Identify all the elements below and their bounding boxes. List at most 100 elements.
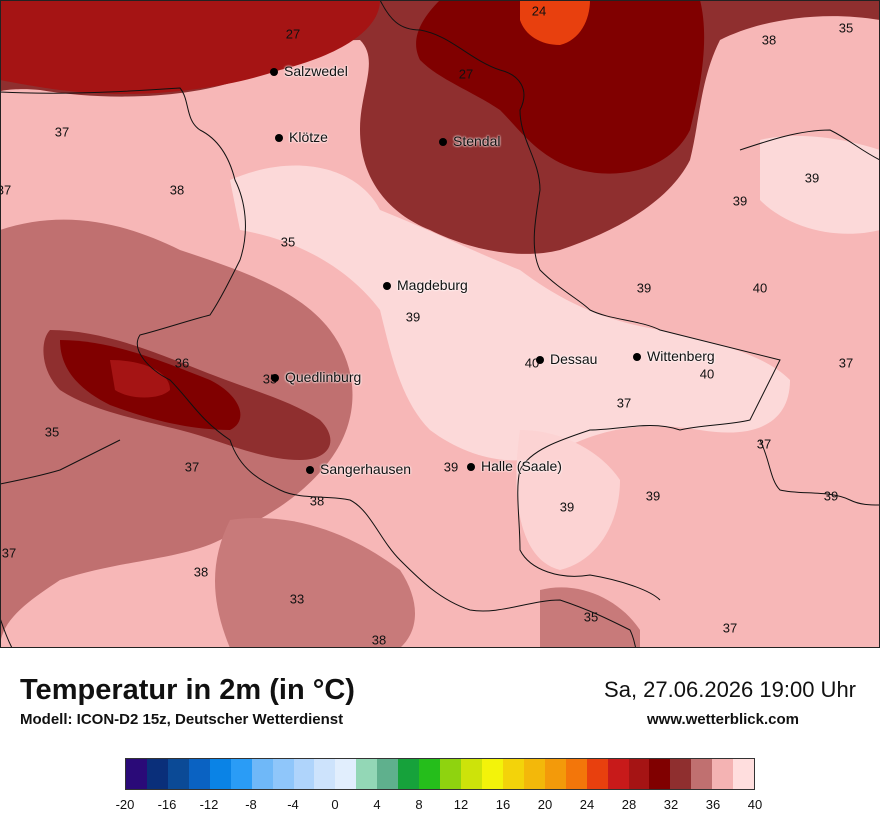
- legend-swatch: [440, 759, 461, 789]
- city-name: Magdeburg: [397, 277, 468, 293]
- map-title: Temperatur in 2m (in °C): [20, 674, 355, 706]
- temperature-value: 39: [443, 459, 459, 475]
- legend-tick-label: 36: [705, 797, 721, 812]
- legend-swatch: [586, 759, 608, 789]
- legend-tick-label: 32: [663, 797, 679, 812]
- temperature-value: 40: [699, 366, 715, 382]
- temperature-value: 37: [54, 124, 70, 140]
- temperature-value: 27: [458, 66, 474, 82]
- legend-tick-label: 8: [415, 797, 423, 812]
- legend-tick-label: -12: [199, 797, 219, 812]
- temperature-value: 39: [823, 488, 839, 504]
- temperature-value: 38: [761, 32, 777, 48]
- temperature-value: 37: [756, 436, 772, 452]
- legend-swatch: [251, 759, 273, 789]
- city-dot-icon: [439, 138, 447, 146]
- city-name: Wittenberg: [647, 348, 715, 364]
- temperature-value: 27: [285, 26, 301, 42]
- forecast-datetime: Sa, 27.06.2026 19:00 Uhr: [604, 677, 856, 702]
- city-dot-icon: [383, 282, 391, 290]
- legend-swatch: [628, 759, 650, 789]
- model-info: Modell: ICON-D2 15z, Deutscher Wetterdie…: [20, 711, 344, 728]
- temperature-value: 37: [838, 355, 854, 371]
- city-dot-icon: [633, 353, 641, 361]
- temperature-value: 39: [645, 488, 661, 504]
- temperature-value: 38: [371, 632, 387, 648]
- legend-tick-label: 0: [331, 797, 339, 812]
- city-dot-icon: [467, 463, 475, 471]
- legend-swatch: [377, 759, 399, 789]
- temperature-value: 35: [280, 234, 296, 250]
- city-dot-icon: [306, 466, 314, 474]
- website-link[interactable]: www.wetterblick.com: [647, 711, 799, 728]
- legend-swatch: [419, 759, 441, 789]
- legend-swatch: [146, 759, 168, 789]
- legend-swatch: [461, 759, 482, 789]
- legend-tick-label: 20: [537, 797, 553, 812]
- color-legend: [125, 758, 755, 790]
- legend-tick-label: 40: [747, 797, 763, 812]
- temperature-value: 38: [309, 493, 325, 509]
- temperature-map: 24 27 38 35 27 37 37 38 39 39 35 39 40 39 36 40 37 35 40 37…: [0, 0, 880, 648]
- legend-swatch: [314, 759, 336, 789]
- legend-swatch: [188, 759, 210, 789]
- temperature-value: 24: [531, 3, 547, 19]
- legend-tick-label: -16: [157, 797, 177, 812]
- legend-swatch: [649, 759, 671, 789]
- legend-swatch: [607, 759, 629, 789]
- city-dot-icon: [271, 374, 279, 382]
- temperature-value: 33: [289, 591, 305, 607]
- legend-swatch: [167, 759, 189, 789]
- temperature-value: 36: [174, 355, 190, 371]
- temperature-field: [0, 0, 880, 648]
- legend-swatch: [565, 759, 587, 789]
- legend-tick-label: -4: [287, 797, 299, 812]
- legend-swatch: [356, 759, 378, 789]
- legend-swatch: [502, 759, 524, 789]
- temperature-value: 39: [636, 280, 652, 296]
- legend-swatch: [209, 759, 231, 789]
- legend-swatch: [230, 759, 252, 789]
- footer: [0, 648, 880, 830]
- temperature-value: 37: [1, 545, 17, 561]
- city-dot-icon: [275, 134, 283, 142]
- city-dot-icon: [270, 68, 278, 76]
- legend-swatch: [481, 759, 503, 789]
- temperature-value: 40: [524, 355, 540, 371]
- temperature-value: 35: [838, 20, 854, 36]
- legend-tick-label: 4: [373, 797, 381, 812]
- city-name: Klötze: [289, 129, 328, 145]
- legend-swatch: [670, 759, 692, 789]
- city-name: Halle (Saale): [481, 458, 562, 474]
- temperature-value: 37: [722, 620, 738, 636]
- legend-swatch: [293, 759, 315, 789]
- legend-swatch: [126, 759, 147, 789]
- temperature-value: 39: [804, 170, 820, 186]
- city-name: Salzwedel: [284, 63, 348, 79]
- legend-tick-label: 12: [453, 797, 469, 812]
- temperature-value: 37: [616, 395, 632, 411]
- temperature-value: 35: [44, 424, 60, 440]
- city-name: Dessau: [550, 351, 598, 367]
- temperature-value: 35: [583, 609, 599, 625]
- city-dot-icon: [536, 356, 544, 364]
- temperature-value: 38: [193, 564, 209, 580]
- temperature-value: 39: [559, 499, 575, 515]
- legend-tick-label: -8: [245, 797, 257, 812]
- legend-swatch: [523, 759, 545, 789]
- legend-tick-label: 16: [495, 797, 511, 812]
- legend-tick-label: 28: [621, 797, 637, 812]
- temperature-value: 38: [169, 182, 185, 198]
- legend-swatch: [712, 759, 734, 789]
- city-name: Stendal: [453, 133, 501, 149]
- legend-tick-label: -20: [115, 797, 135, 812]
- legend-swatch: [691, 759, 713, 789]
- legend-swatch: [733, 759, 755, 789]
- temperature-value: 39: [405, 309, 421, 325]
- temperature-value: 37: [0, 182, 12, 198]
- legend-tick-label: 24: [579, 797, 595, 812]
- city-name: Sangerhausen: [320, 461, 412, 477]
- legend-swatch: [398, 759, 420, 789]
- temperature-value: 39: [732, 193, 748, 209]
- city-name: Quedlinburg: [285, 369, 362, 385]
